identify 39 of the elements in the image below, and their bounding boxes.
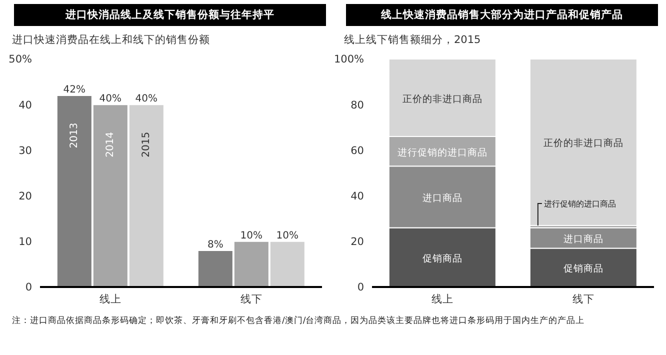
series-label: 2014 [104, 132, 116, 158]
text: 注：进口商品依据商品条形码确定；即饮茶、牙膏和牙刷不包含香港/澳门/台湾商品，因为品类该主要品牌也将进口条形码用于国内生产的产品上 [12, 315, 586, 327]
y-tick-label: 0 [25, 282, 32, 294]
y-tick-label: 60 [350, 144, 364, 157]
y-tick-label: 40 [350, 190, 364, 203]
x-tick-label: 线上 [432, 292, 454, 306]
data-label: 40% [99, 94, 122, 105]
series-label: 正价的非进口商品 [402, 92, 482, 105]
y-tick-label: 30 [18, 144, 32, 157]
y-tick-label: 80 [350, 99, 364, 112]
bar [529, 59, 638, 226]
chart-title: 线上快速消费品销售大部分为进口产品和促销产品 [346, 4, 658, 26]
data-label: 8% [207, 240, 224, 251]
y-tick-label: 40 [18, 99, 32, 112]
chart-subtitle: 进口快速消费品在线上和线下的销售份额 [12, 33, 211, 47]
x-tick-label: 线下 [240, 292, 262, 306]
y-tick-label: 20 [18, 190, 32, 203]
y-tick-label: 50% [8, 54, 32, 66]
data-label: 10% [240, 230, 263, 242]
text: 进行促销的进口商品 [544, 199, 616, 208]
series-label: 进行促销的进口商品 [397, 146, 488, 158]
y-tick-label: 10 [18, 236, 32, 248]
x-tick-label: 线下 [572, 292, 594, 306]
data-label: 40% [135, 94, 158, 105]
series-label: 2013 [68, 122, 80, 148]
y-tick-label: 0 [357, 282, 364, 294]
data-label: 10% [276, 230, 299, 242]
text: 进口商品 [422, 192, 462, 204]
series-label: 促销商品 [563, 262, 604, 275]
chart-title: 进口快消品线上及线下销售份额与往年持平 [14, 4, 326, 26]
chart-subtitle: 线上线下销售额细分，2015 [344, 33, 482, 47]
y-tick-label: 20 [350, 236, 364, 248]
series-label: 2015 [140, 132, 152, 158]
series-label: 进口商品 [563, 232, 604, 245]
text: 正价的非进口商品 [543, 138, 624, 150]
y-tick-label: 100% [334, 54, 364, 66]
text: 促销商品 [422, 253, 462, 264]
x-tick-label: 线上 [100, 292, 122, 306]
data-label: 42% [63, 84, 86, 96]
